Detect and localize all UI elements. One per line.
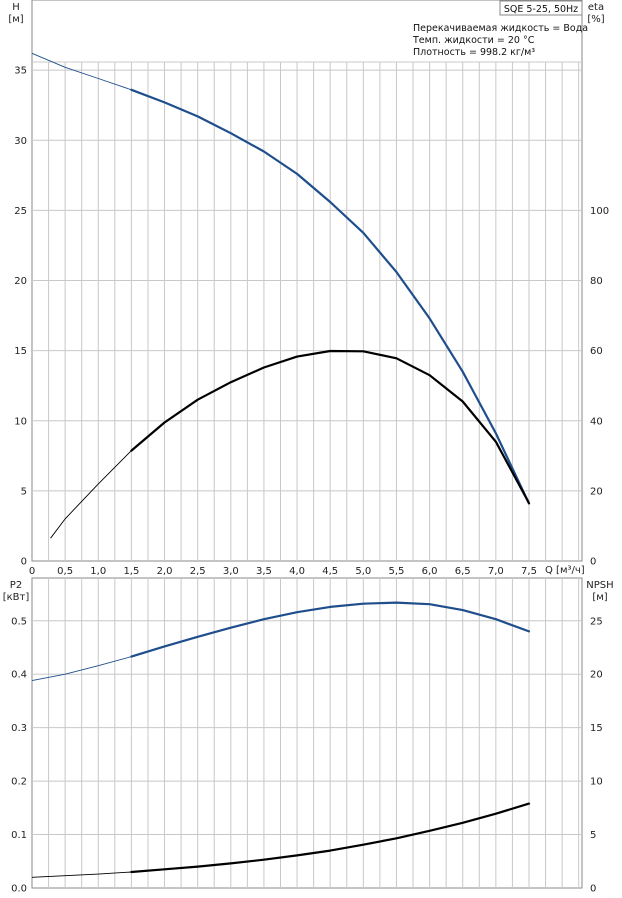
left-tick-label: 10 [14,416,27,427]
right-tick-label: 80 [590,276,603,287]
right-tick-label: 40 [590,416,603,427]
x-tick-label: 1,5 [123,566,139,577]
left-tick-label: 0 [21,557,27,568]
x-tick-label: 1,0 [90,566,106,577]
right-tick-label: 5 [590,830,596,841]
series-line [130,88,531,505]
x-axis-title: Q [м³/ч] [545,565,585,576]
right-tick-label: 15 [590,723,603,734]
series-line [130,802,531,874]
right-tick-label: 20 [590,486,603,497]
x-tick-label: 6,5 [455,566,471,577]
x-tick-label: 3,5 [256,566,272,577]
left-tick-label: 30 [14,136,27,147]
top-right-axis-title-1: eta [588,2,604,13]
series-layer [31,52,531,878]
left-tick-label: 0.1 [11,830,27,841]
model-box [499,0,583,16]
temperature-label: Темп. жидкости = 20 °C [412,35,535,46]
top-left-axis-title-2: [м] [8,14,23,25]
right-tick-label: 10 [590,777,603,788]
left-tick-label: 0.4 [11,670,27,681]
left-tick-label: 20 [14,276,27,287]
x-tick-label: 0,5 [57,566,73,577]
x-tick-label: 2,5 [190,566,206,577]
left-tick-label: 0.2 [11,777,27,788]
right-tick-label: 20 [590,670,603,681]
x-tick-label: 7,0 [488,566,504,577]
x-tick-label: 0 [29,566,35,577]
x-tick-label: 2,0 [157,566,173,577]
bottom-left-axis-title-1: P2 [10,580,22,591]
x-tick-label: 5,0 [355,566,371,577]
x-tick-label: 4,0 [289,566,305,577]
series-line-thin [50,450,132,539]
left-tick-label: 5 [21,486,27,497]
bottom-left-axis-title-2: [кВт] [3,592,30,603]
series-line-thin [31,871,132,878]
left-tick-label: 0.3 [11,723,27,734]
bottom-right-axis-title-2: [м] [592,592,607,603]
right-tick-label: 60 [590,346,603,357]
right-tick-label: 25 [590,616,603,627]
top-left-axis-title-1: H [12,2,20,13]
model-label: SQE 5-25, 50Hz [504,4,578,15]
left-tick-label: 15 [14,346,27,357]
top-right-axis-title-2: [%] [587,14,604,25]
bottom-panel-frame [31,577,583,889]
x-tick-label: 6,0 [422,566,438,577]
grid-layer [32,61,582,888]
x-tick-label: 4,5 [322,566,338,577]
left-tick-label: 0.0 [11,884,27,895]
liquid-label: Перекачиваемая жидкость = Вода [413,23,588,34]
series-line-thin [31,656,132,682]
left-tick-label: 35 [14,66,27,77]
x-tick-label: 3,0 [223,566,239,577]
series-line [130,349,531,505]
left-tick-label: 25 [14,206,27,217]
series-line-thin [31,52,132,91]
x-tick-label: 5,5 [389,566,405,577]
x-tick-label: 7,5 [521,566,537,577]
right-tick-label: 0 [590,884,596,895]
series-line [130,601,531,658]
right-tick-label: 0 [590,557,596,568]
right-tick-label: 100 [590,206,609,217]
density-label: Плотность = 998.2 кг/м³ [413,47,535,58]
bottom-right-axis-title-1: NPSH [586,580,613,591]
left-tick-label: 0.5 [11,616,27,627]
